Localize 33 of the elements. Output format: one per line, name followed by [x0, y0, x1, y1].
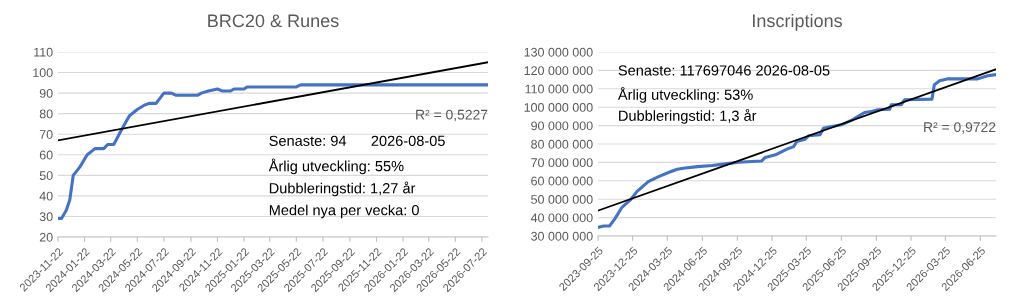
annotation: Medel nya per vecka: 0: [269, 204, 419, 219]
y-tick-label: 80: [39, 109, 53, 119]
y-tick-label: 100 000 000: [524, 103, 593, 112]
annotation: Dubbleringstid: 1,3 år: [619, 109, 757, 124]
y-tick-label: 100: [33, 68, 53, 78]
y-tick-label: 50 000 000: [531, 195, 593, 204]
y-tick-label: 70: [39, 130, 53, 139]
y-tick-label: 90 000 000: [531, 121, 593, 131]
y-tick-label: 60: [39, 150, 53, 160]
annotation: Dubbleringstid: 1,27 år: [269, 181, 416, 197]
annotation: R² = 0,5227: [416, 109, 488, 122]
y-tick-label: 30: [39, 212, 53, 222]
annotation: R² = 0,9722: [924, 122, 996, 134]
y-tick-label: 30 000 000: [531, 231, 593, 241]
annotation: Årlig utveckling: 55%: [268, 158, 404, 175]
y-tick-label: 90: [39, 88, 53, 98]
y-tick-label: 70 000 000: [531, 158, 593, 168]
y-tick-label: 110: [34, 47, 53, 57]
chart-title: Inscriptions: [753, 13, 843, 31]
annotation: Årlig utveckling: 53%: [617, 86, 753, 103]
y-tick-label: 120 000 000: [524, 66, 593, 76]
annotation: Senaste: 94 2026-08-05: [269, 135, 445, 146]
y-tick-label: 80 000 000: [531, 139, 593, 149]
y-tick-label: 40: [39, 191, 53, 201]
y-tick-label: 60 000 000: [531, 176, 593, 186]
y-tick-label: 40 000 000: [530, 213, 593, 223]
y-tick-label: 20: [39, 232, 53, 242]
y-tick-label: 130 000 000: [524, 47, 593, 57]
line-series: [58, 83, 488, 221]
y-tick-label: 50: [39, 171, 53, 180]
y-tick-label: 110 000 000: [525, 84, 593, 94]
annotation: Senaste: 117697046 2026-08-05: [618, 65, 830, 76]
chart-title: BRC20 & Runes: [208, 14, 339, 28]
